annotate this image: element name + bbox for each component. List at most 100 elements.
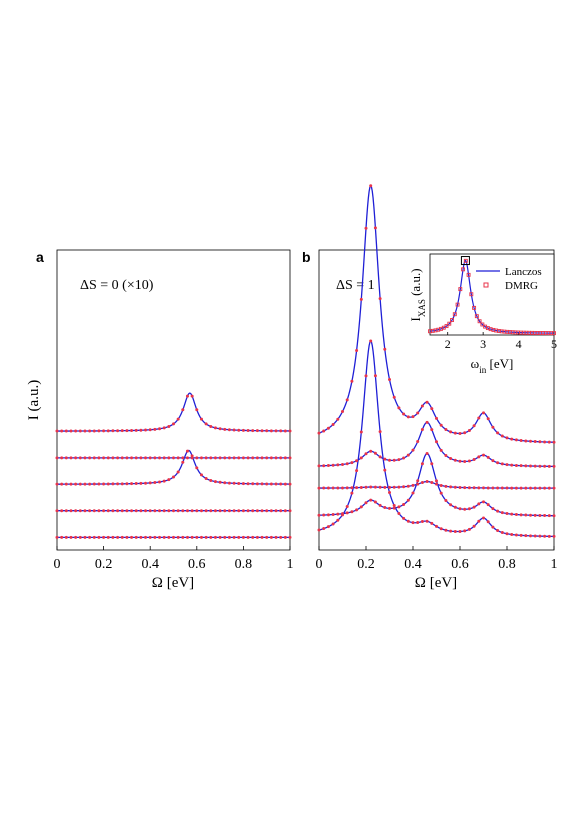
panel-a-series-1-point (237, 535, 241, 539)
panel-b-series-2-point (547, 514, 551, 518)
panel-b-series-2-point (500, 511, 504, 515)
panel-a-series-1-point (144, 535, 148, 539)
panel-a-series-3-point (223, 481, 227, 485)
panel-a-series-5-point (265, 429, 269, 433)
panel-b-series-4-point (449, 457, 453, 461)
panel-b-series-3-point (510, 486, 514, 490)
panel-b-series-2-point (435, 479, 438, 483)
panel-b-series-4-point (416, 440, 420, 444)
panel-a-series-2-point (190, 509, 194, 513)
panel-a-series-5-point (213, 426, 217, 430)
panel-a-series-1-point (172, 535, 175, 539)
panel-a-series-2-point (83, 509, 87, 513)
panel-b-series-1-point (406, 519, 410, 523)
panel-b-xtick-label: 0.4 (404, 557, 422, 572)
panel-a-series-5-point (74, 429, 78, 433)
panel-b-series-5-point (458, 431, 462, 435)
panel-b-series-4-point (524, 464, 528, 468)
panel-b-series-4-point (467, 459, 471, 463)
panel-a-series-3-point (241, 482, 245, 486)
panel-b-series-1-point (477, 519, 481, 523)
panel-a-series-1-point (88, 535, 92, 539)
panel-b-xtick-label: 0.6 (451, 557, 469, 572)
panel-b-series-4-point (406, 453, 410, 457)
panel-a-series-2-point (279, 509, 283, 513)
panel-a-series-2-point (162, 509, 166, 513)
panel-b-series-1-point (430, 521, 434, 525)
panel-a-series-1-point (223, 535, 227, 539)
panel-b-series-4-point (547, 464, 551, 468)
panel-b-series-2-point (496, 509, 500, 513)
panel-a-series-5-point (102, 429, 106, 433)
panel-b-series-3-point (453, 485, 457, 489)
panel-a-series-3-point (181, 460, 185, 464)
panel-b-series-3-point (350, 486, 354, 490)
panel-a-series-2-point (78, 509, 82, 513)
panel-a-series-2-point (260, 509, 264, 513)
panel-a-series-2-point (69, 509, 73, 513)
inset-dmrg-point (466, 272, 471, 277)
panel-b-series-3-point (345, 486, 349, 490)
legend-lanczos-label: Lanczos (505, 266, 542, 278)
panel-b-series-1-point (355, 469, 359, 473)
panel-b-series-1-point (392, 504, 396, 508)
panel-a-series-5-point (279, 429, 283, 433)
panel-a-series-3-point (74, 482, 78, 486)
panel-b-series-4-point (472, 458, 476, 462)
panel-a-series-4-point (213, 456, 217, 460)
panel-b-series-5-point (435, 416, 438, 420)
panel-a-xlabel: Ω [eV] (152, 575, 194, 591)
panel-b-series-1-point (482, 516, 485, 520)
panel-a-series-2-point (199, 509, 203, 513)
panel-a-series-1-point (246, 535, 250, 539)
inset-dmrg-point (469, 292, 474, 297)
inset-dmrg-point (477, 319, 482, 324)
panel-b-series-1-point (369, 339, 373, 343)
panel-b-frame (318, 249, 555, 551)
panel-b-series-5-point (538, 440, 542, 444)
panel-a-xtick-label: 0 (54, 557, 61, 572)
panel-a-series-5-point (223, 427, 227, 431)
panel-b-series-4-point (411, 448, 415, 452)
panel-a-series-3-point (176, 470, 180, 474)
panel-a-series-1-point (55, 535, 59, 539)
inset-xlabel: ωin [eV] (471, 356, 514, 375)
panel-a-series-1-point (130, 535, 134, 539)
panel-b-series-2-point (345, 511, 349, 515)
panel-a-series-1-point (111, 535, 115, 539)
panel-b-series-5-point (467, 429, 471, 432)
panel-b-series-4-point (538, 464, 542, 468)
panel-a-series-5-point (288, 429, 292, 433)
panel-a-series-3-point (279, 482, 283, 486)
panel-b-series-1-point (524, 534, 528, 538)
panel-a-series-2-point (158, 509, 162, 513)
panel-a-series-4-point (232, 456, 236, 460)
panel-a-xtick-label: 0.4 (141, 557, 159, 572)
panel-b-series-1-point (519, 533, 523, 537)
panel-b-series-3-point (355, 486, 359, 490)
panel-a-series-4-point (64, 456, 68, 460)
inset-xtick-label: 2 (445, 337, 451, 351)
panel-b-series-5-point (397, 406, 401, 410)
panel-b-series-3-point (317, 486, 321, 490)
panel-b-series-2-point (336, 512, 340, 516)
panel-a-series-5-point (69, 429, 73, 433)
panel-a-series-1-point (167, 535, 171, 539)
panel-b-series-3-point (500, 486, 504, 490)
panel-b-series-2-point (453, 505, 457, 509)
panel-b-xtick-label: 0.8 (498, 557, 516, 572)
panel-a-series-5-point (209, 424, 213, 428)
panel-b-xtick-label: 0.2 (357, 557, 375, 572)
panel-a-series-3-point (204, 477, 208, 481)
panel-b-series-3-point (486, 486, 490, 490)
panel-b-series-5-point (425, 400, 429, 404)
panel-a-series-1-point (185, 535, 189, 539)
panel-b-series-5-point (524, 439, 528, 443)
panel-a-xtick-label: 0.6 (188, 557, 206, 572)
panel-a-series-1-point (288, 535, 292, 539)
panel-b-series-5-point (383, 347, 387, 351)
panel-a-series-4-point (139, 456, 143, 460)
panel-a-series-1-point (269, 535, 273, 539)
inset-xtick-label: 3 (480, 337, 486, 351)
panel-a-series-5-point (176, 417, 180, 421)
